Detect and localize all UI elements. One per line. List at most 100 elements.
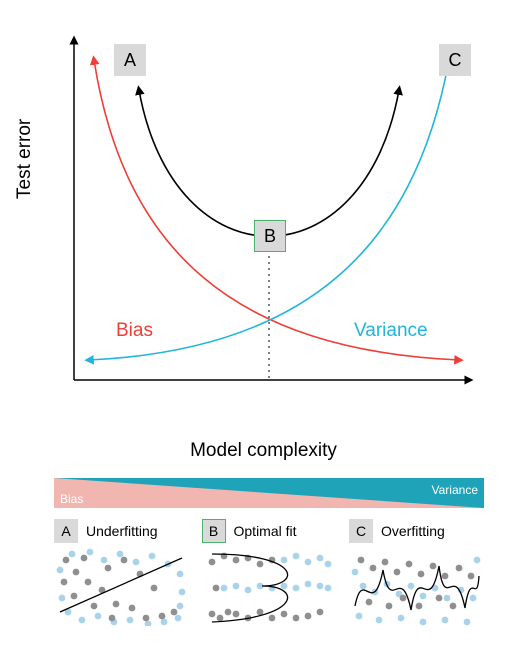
dot [151, 585, 158, 592]
dot [232, 557, 239, 564]
dot [129, 605, 136, 612]
bias-label: Bias [116, 320, 153, 342]
panel-title: Underfitting [86, 523, 158, 539]
dot [382, 559, 389, 566]
dot [406, 561, 413, 568]
dot [398, 615, 405, 622]
variance-curve [89, 60, 449, 360]
dot [474, 557, 481, 564]
dot [113, 601, 120, 608]
dot [360, 583, 367, 590]
bias-variance-bar: Bias Variance [54, 478, 484, 508]
grad-bias-label: Bias [60, 492, 83, 506]
dot [224, 609, 231, 616]
dot [456, 565, 463, 572]
dot [304, 559, 311, 566]
dot [161, 619, 168, 626]
dot [208, 611, 215, 618]
grad-variance-label: Variance [432, 483, 478, 497]
dot [91, 603, 98, 610]
dot [133, 559, 140, 566]
panel-head: A Underfitting [54, 520, 189, 542]
dot [177, 571, 184, 578]
dot [324, 585, 331, 592]
dot [292, 553, 299, 560]
panel-head: C Overfitting [349, 520, 484, 542]
scatter-plot [54, 546, 189, 626]
dot [386, 603, 393, 610]
dot [61, 579, 68, 586]
dot [79, 617, 86, 624]
dot [280, 583, 287, 590]
dot [430, 563, 437, 570]
dot [73, 569, 80, 576]
dot [420, 619, 427, 626]
dot [442, 573, 449, 580]
dot [376, 617, 383, 624]
panel-letter-box: B [202, 519, 226, 543]
dot [208, 559, 215, 566]
dot [370, 565, 377, 572]
dot [216, 615, 223, 622]
dot [105, 565, 112, 572]
panel-b: B Optimal fit [202, 520, 337, 630]
dot [179, 589, 186, 596]
dot [304, 581, 311, 588]
panel-title: Overfitting [381, 523, 445, 539]
letter-box-c: C [439, 44, 471, 76]
panel-c: C Overfitting [349, 520, 484, 630]
total-error-curve [139, 90, 399, 236]
dot [356, 613, 363, 620]
dot [450, 603, 457, 610]
dot [256, 561, 263, 568]
dot [244, 587, 251, 594]
dot [117, 551, 124, 558]
dot [232, 611, 239, 618]
dot [57, 567, 64, 574]
dot [171, 609, 178, 616]
dot [175, 615, 182, 622]
dot [280, 557, 287, 564]
dot [444, 595, 451, 602]
fit-panels: A Underfitting B Optimal fit C Overfitting [54, 520, 484, 630]
gradient-bar-svg [54, 478, 484, 508]
dot [220, 585, 227, 592]
dot [159, 613, 166, 620]
dot [352, 569, 359, 576]
dot [358, 557, 365, 564]
letter-box-b: B [254, 220, 286, 252]
x-axis-label: Model complexity [0, 440, 527, 462]
dot [268, 615, 275, 622]
dot [470, 595, 477, 602]
dot [212, 585, 219, 592]
dot [63, 557, 70, 564]
dot [304, 613, 311, 620]
dot [71, 593, 78, 600]
dot [436, 595, 443, 602]
dot [121, 557, 128, 564]
dot [280, 611, 287, 618]
dot [292, 585, 299, 592]
dot [366, 599, 373, 606]
bias-variance-chart: Bias Variance A B C [54, 20, 484, 420]
dot [95, 613, 102, 620]
dot [442, 617, 449, 624]
panel-title: Optimal fit [234, 523, 297, 539]
dot [59, 595, 66, 602]
panel-letter-box: A [54, 519, 78, 543]
dot [416, 603, 423, 610]
dot [292, 615, 299, 622]
dot [316, 609, 323, 616]
dot [101, 557, 108, 564]
bias-curve [94, 60, 459, 360]
panel-letter-box: C [349, 519, 373, 543]
dot [177, 603, 184, 610]
scatter-plot [202, 546, 337, 626]
letter-box-a: A [114, 44, 146, 76]
dot [464, 619, 471, 626]
dot [316, 555, 323, 562]
dot [232, 583, 239, 590]
dot [149, 553, 156, 560]
dot [85, 579, 92, 586]
dot [418, 571, 425, 578]
